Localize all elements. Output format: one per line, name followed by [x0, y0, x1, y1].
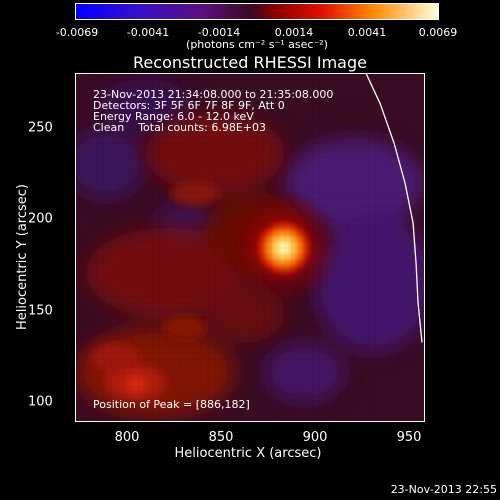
colorbar — [75, 3, 439, 20]
solar-limb — [365, 74, 423, 343]
time-range-label: 23-Nov-2013 21:34:08.000 to 21:35:08.000 — [93, 88, 334, 101]
y-tick-label: 250 — [28, 120, 53, 136]
colorbar-tick-label: 0.0041 — [347, 26, 387, 39]
peak-position-label: Position of Peak = [886,182] — [93, 398, 250, 411]
x-axis-label: Heliocentric X (arcsec) — [174, 446, 322, 461]
y-tick-label: 200 — [28, 211, 53, 227]
x-tick-label: 800 — [114, 430, 140, 445]
x-tick-label: 850 — [208, 430, 234, 445]
colorbar-tick-label: 0.0014 — [274, 26, 314, 39]
plot-timestamp: 23-Nov-2013 22:55 — [390, 483, 497, 496]
y-axis-label: Heliocentric Y (arcsec) — [15, 184, 30, 330]
colorbar-tick-label: -0.0014 — [197, 26, 241, 39]
method-counts-label: Clean Total counts: 6.98E+03 — [93, 121, 267, 134]
rhessi-image-render — [76, 74, 424, 421]
y-tick-label: 150 — [28, 303, 53, 319]
colorbar-tick-label: -0.0041 — [126, 26, 170, 39]
image-title: Reconstructed RHESSI Image — [133, 53, 367, 72]
x-tick-label: 950 — [396, 430, 422, 445]
colorbar-tick-label: -0.0069 — [55, 26, 99, 39]
detectors-label: Detectors: 3F 5F 6F 7F 8F 9F, Att 0 — [93, 99, 285, 112]
energy-range-label: Energy Range: 6.0 - 12.0 keV — [93, 110, 254, 123]
colorbar-units: (photons cm⁻² s⁻¹ asec⁻²) — [186, 38, 328, 51]
y-tick-label: 100 — [28, 394, 53, 410]
rhessi-image: 23-Nov-2013 21:34:08.000 to 21:35:08.000… — [75, 73, 425, 422]
x-tick-label: 900 — [302, 430, 328, 445]
colorbar-tick-label: 0.0069 — [418, 26, 458, 39]
